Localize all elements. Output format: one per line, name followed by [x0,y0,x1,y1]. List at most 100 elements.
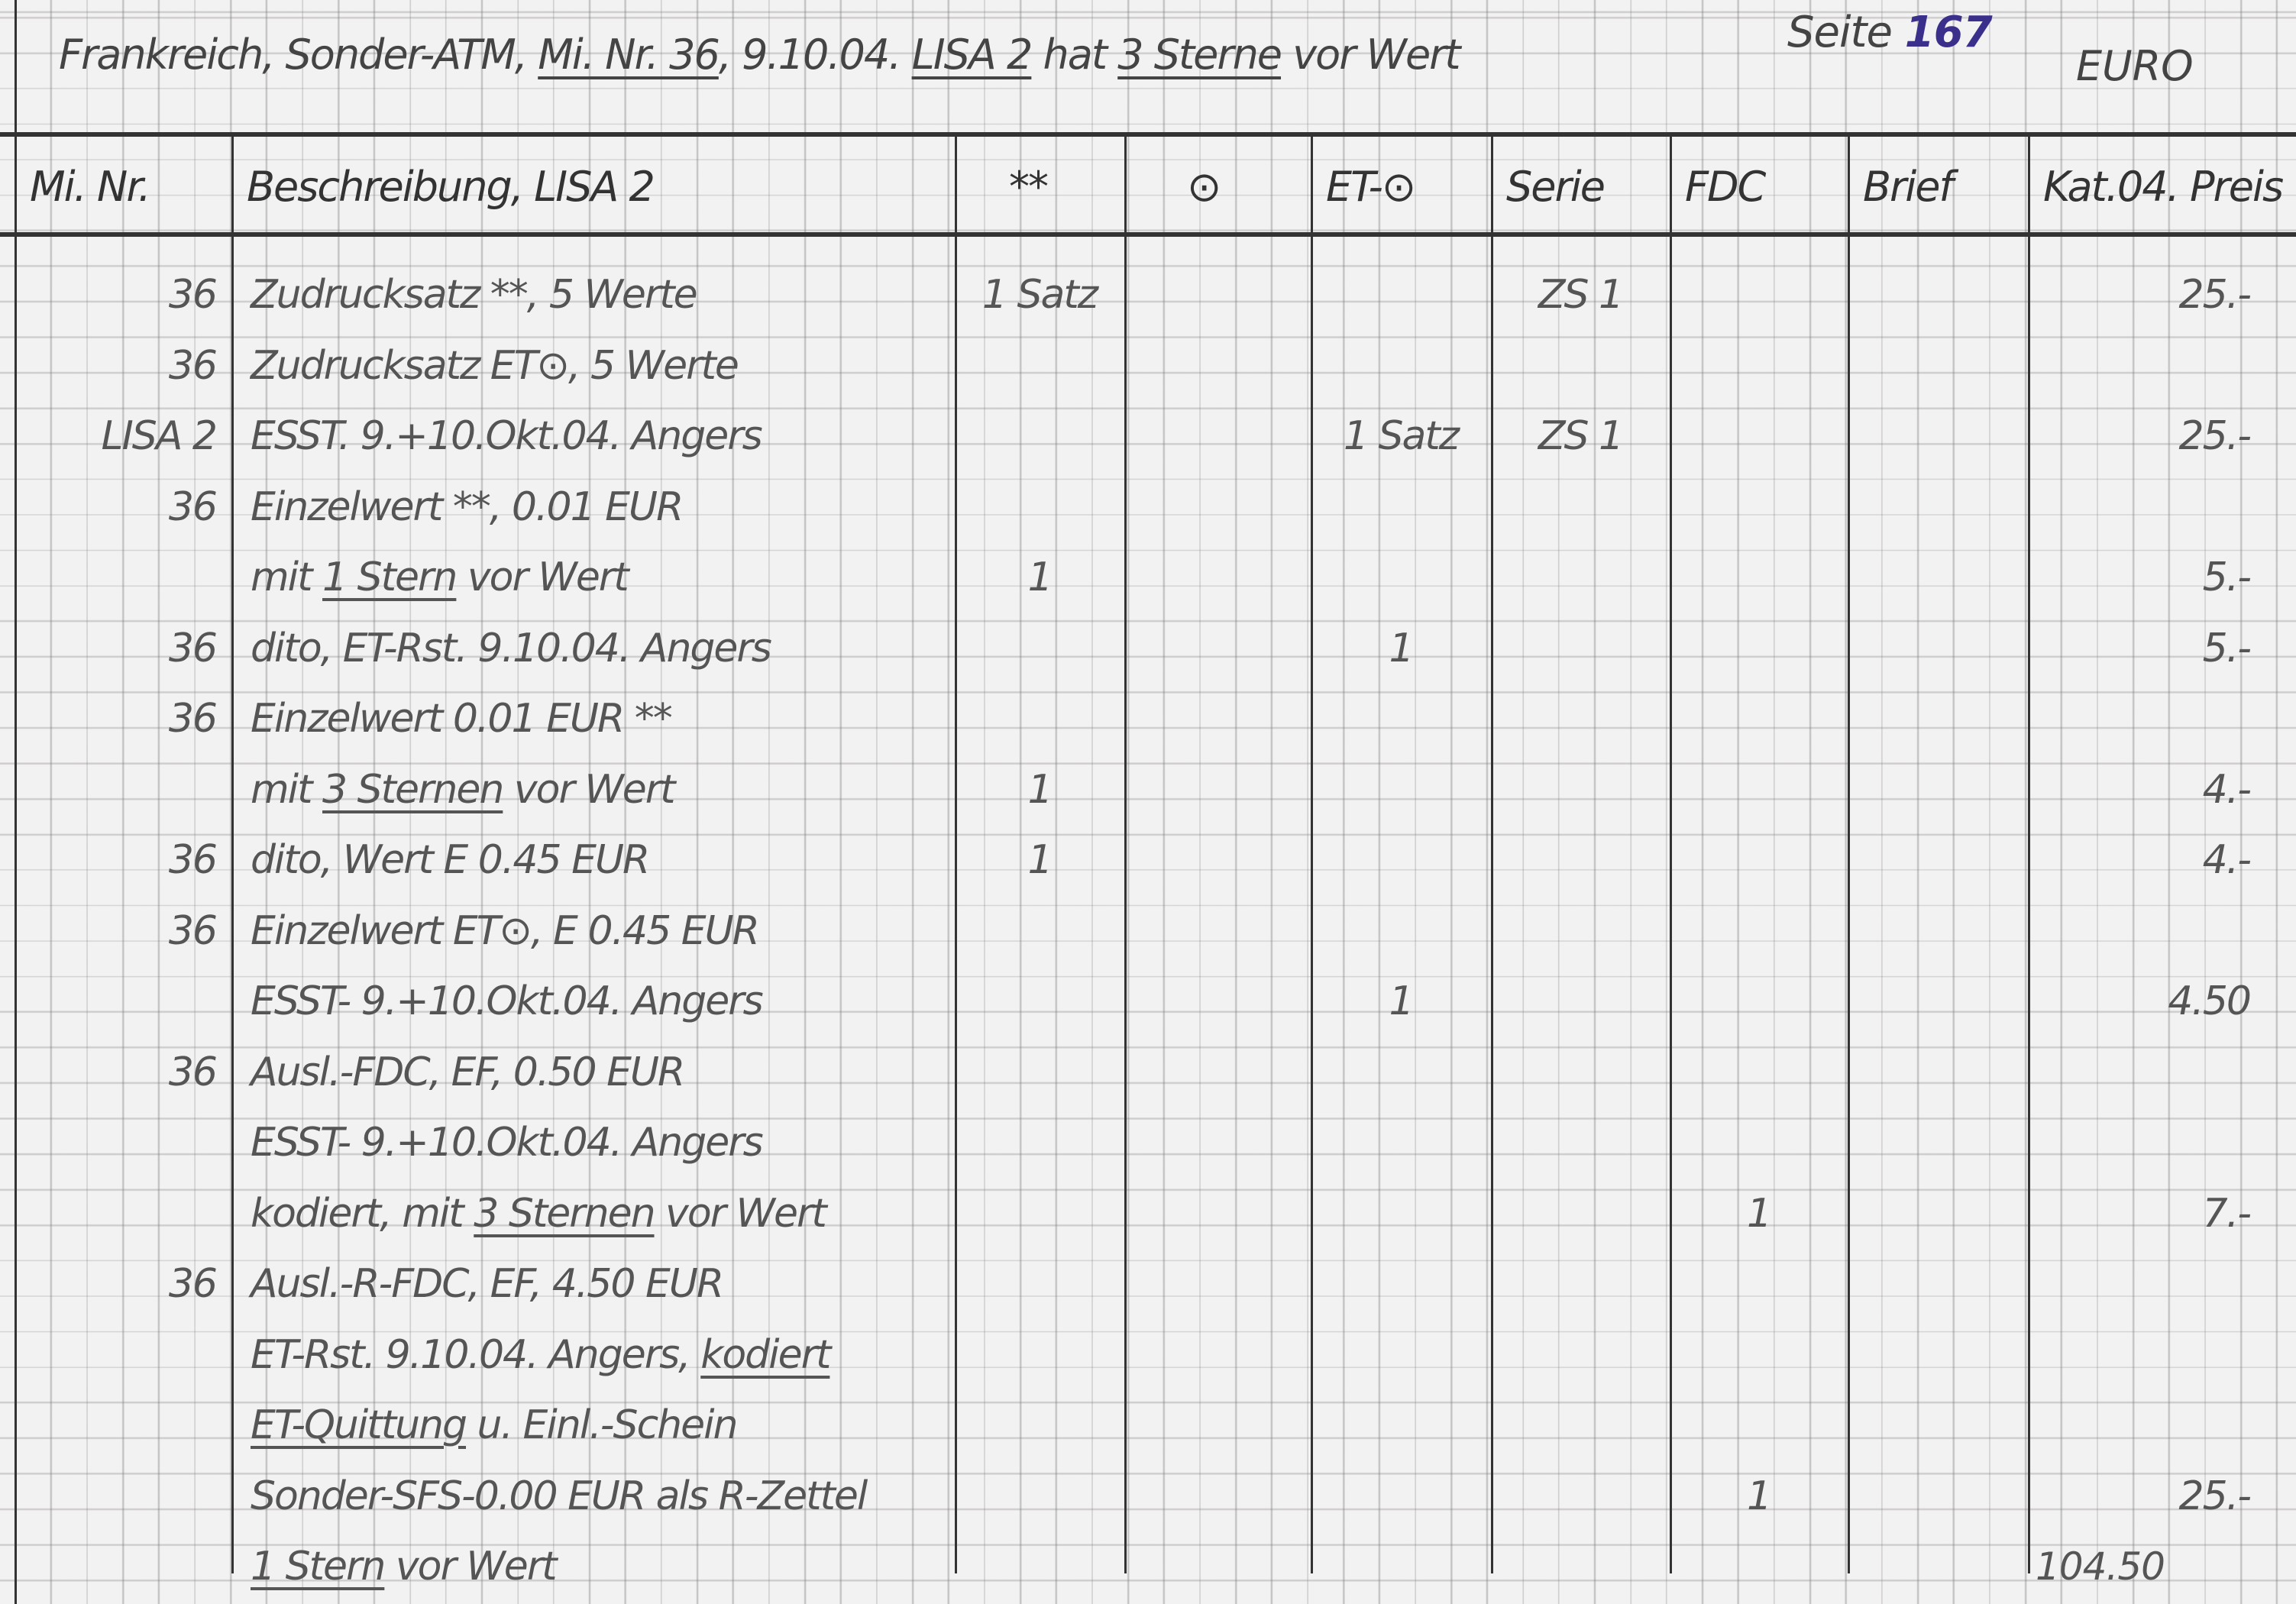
title-segment: vor Wert [1281,31,1460,79]
row-description: Einzelwert **, 0.01 EUR [251,472,684,542]
row-postfrisch: 1 [1027,837,1053,883]
column-header-fdc: FDC [1685,163,1766,211]
description-segment: Sonder-SFS-0.00 EUR als R-Zettel [251,1473,868,1519]
description-segment: ET-Quittung [251,1402,467,1448]
description-segment: vor Wert [384,1544,558,1589]
row-description: ET-Rst. 9.10.04. Angers, kodiert [251,1320,831,1390]
row-description: Ausl.-FDC, EF, 0.50 EUR [251,1037,685,1108]
currency-label: EURO [2076,42,2194,90]
description-segment: ET-Rst. 9.10.04. Angers, [251,1331,701,1378]
page-label: Seite [1787,8,1893,57]
column-divider [955,134,957,1573]
description-segment: Ausl.-R-FDC, EF, 4.50 EUR [251,1261,724,1307]
description-segment: Zudrucksatz **, 5 Werte [251,272,698,318]
description-segment: u. Einl.-Schein [466,1402,739,1448]
row-description: ESST. 9.+10.Okt.04. Angers [251,401,763,471]
row-description: dito, Wert E 0.45 EUR [251,825,650,895]
row-preis: 7.- [2202,1190,2252,1237]
row-mi-nr: 36 [168,272,218,318]
header-top-rule [0,132,2296,137]
row-description: dito, ET-Rst. 9.10.04. Angers [251,613,772,684]
row-mi-nr: 36 [168,625,218,671]
column-header-serie: Serie [1506,163,1606,211]
row-preis: 25.- [2178,272,2252,318]
row-serie: ZS 1 [1538,413,1624,459]
description-segment: kodiert [700,1331,831,1378]
row-preis: 25.- [2178,1473,2252,1519]
title-segment: Mi. Nr. 36 [538,31,720,79]
page-indicator: Seite 167 [1787,8,1993,57]
column-divider [1311,134,1313,1573]
column-header-preis: Kat.04. Preis [2043,163,2284,211]
row-description: Zudrucksatz **, 5 Werte [251,260,698,330]
description-segment: vor Wert [503,766,676,813]
row-preis: 4.- [2202,837,2252,883]
description-segment: vor Wert [456,555,629,600]
row-mi-nr: LISA 2 [101,413,218,459]
title-segment: , 9.10.04. [718,31,912,79]
row-fdc: 1 [1746,1473,1772,1519]
column-divider [1491,134,1493,1573]
column-divider [231,134,234,1573]
total-price: 104.50 [2036,1544,2165,1589]
header-bottom-rule [0,232,2296,237]
row-description: Einzelwert ET⊙, E 0.45 EUR [251,896,760,966]
row-mi-nr: 36 [168,696,218,742]
title-segment: LISA 2 [911,31,1033,79]
column-header-gestempelt: ⊙ [1187,163,1221,211]
row-fdc: 1 [1746,1190,1772,1237]
description-segment: Zudrucksatz ET⊙, 5 Werte [251,342,739,389]
description-segment: dito, Wert E 0.45 EUR [251,837,650,883]
description-segment: dito, ET-Rst. 9.10.04. Angers [251,625,772,671]
row-mi-nr: 36 [168,483,218,530]
title-segment: hat [1031,31,1118,79]
description-segment: vor Wert [654,1190,827,1237]
row-postfrisch: 1 [1027,766,1053,813]
row-mi-nr: 36 [168,342,218,389]
column-divider [2028,134,2030,1573]
description-segment: kodiert, mit [251,1190,474,1237]
column-header-et-gestempelt: ET-⊙ [1326,163,1416,211]
row-preis: 25.- [2178,413,2252,459]
row-postfrisch: 1 Satz [981,272,1098,318]
row-preis: 5.- [2202,625,2252,671]
description-segment: Einzelwert **, 0.01 EUR [251,483,684,530]
row-preis: 4.- [2202,766,2252,813]
row-mi-nr: 36 [168,1261,218,1307]
description-segment: mit [251,555,323,600]
description-segment: ESST- 9.+10.Okt.04. Angers [251,1120,764,1166]
row-description: ESST- 9.+10.Okt.04. Angers [251,966,764,1036]
column-header-beschreibung: Beschreibung, LISA 2 [247,163,655,211]
row-description: Sonder-SFS-0.00 EUR als R-Zettel [251,1461,868,1531]
row-description: 1 Stern vor Wert [251,1531,558,1602]
column-header-mi-nr: Mi. Nr. [30,163,151,211]
row-description: Einzelwert 0.01 EUR ** [251,684,673,754]
row-description: kodiert, mit 3 Sternen vor Wert [251,1179,827,1249]
row-description: ESST- 9.+10.Okt.04. Angers [251,1108,764,1178]
row-serie: ZS 1 [1538,272,1624,318]
description-segment: 1 Stern [251,1544,386,1589]
row-description: ET-Quittung u. Einl.-Schein [251,1390,739,1460]
row-preis: 5.- [2202,555,2252,600]
description-segment: 3 Sternen [474,1190,655,1237]
row-mi-nr: 36 [168,907,218,954]
row-description: mit 3 Sternen vor Wert [251,755,676,825]
row-description: Zudrucksatz ET⊙, 5 Werte [251,331,739,401]
left-border [15,0,17,1604]
description-segment: Ausl.-FDC, EF, 0.50 EUR [251,1049,685,1095]
row-postfrisch: 1 [1027,555,1053,600]
row-et-gestempelt: 1 [1389,978,1414,1024]
row-description: mit 1 Stern vor Wert [251,542,629,613]
description-segment: Einzelwert ET⊙, E 0.45 EUR [251,907,760,954]
column-divider [1124,134,1127,1573]
description-segment: mit [251,766,323,813]
row-mi-nr: 36 [168,837,218,883]
title-segment: 3 Sterne [1117,31,1282,79]
title-segment: Frankreich, Sonder-ATM, [59,31,538,79]
column-header-brief: Brief [1863,163,1953,211]
row-preis: 4.50 [2168,978,2252,1024]
row-et-gestempelt: 1 [1389,625,1414,671]
description-segment: Einzelwert 0.01 EUR ** [251,696,673,742]
description-segment: 1 Stern [322,555,458,600]
